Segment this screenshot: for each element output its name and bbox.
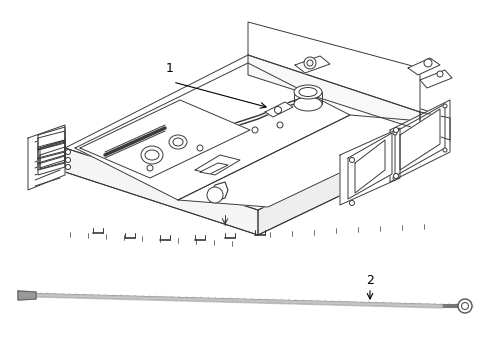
Circle shape — [462, 302, 468, 310]
Polygon shape — [38, 140, 65, 159]
Polygon shape — [18, 291, 36, 300]
Polygon shape — [195, 155, 240, 175]
Polygon shape — [355, 140, 385, 193]
Ellipse shape — [145, 150, 159, 160]
Polygon shape — [38, 142, 65, 164]
Circle shape — [443, 104, 447, 108]
Circle shape — [437, 71, 443, 77]
Polygon shape — [408, 58, 440, 75]
Circle shape — [66, 165, 71, 170]
Polygon shape — [28, 125, 65, 190]
Ellipse shape — [294, 97, 322, 111]
Circle shape — [66, 149, 71, 154]
Circle shape — [393, 127, 398, 132]
Circle shape — [393, 176, 397, 180]
Polygon shape — [75, 63, 350, 200]
Polygon shape — [248, 22, 420, 112]
Polygon shape — [38, 127, 65, 149]
Circle shape — [458, 299, 472, 313]
Polygon shape — [420, 70, 452, 88]
Ellipse shape — [294, 85, 322, 99]
Circle shape — [349, 201, 354, 206]
Ellipse shape — [299, 87, 317, 96]
Circle shape — [307, 60, 313, 66]
Polygon shape — [40, 147, 65, 169]
Circle shape — [349, 158, 354, 162]
Polygon shape — [258, 118, 450, 235]
Polygon shape — [248, 55, 420, 130]
Circle shape — [207, 187, 223, 203]
Polygon shape — [395, 104, 445, 176]
Polygon shape — [200, 163, 228, 174]
Circle shape — [393, 174, 398, 179]
Circle shape — [424, 59, 432, 67]
Ellipse shape — [173, 138, 183, 146]
Polygon shape — [420, 112, 450, 140]
Circle shape — [197, 145, 203, 151]
Circle shape — [274, 107, 281, 113]
Polygon shape — [265, 102, 293, 117]
Polygon shape — [178, 115, 445, 207]
Circle shape — [443, 148, 447, 152]
Polygon shape — [38, 131, 65, 150]
Polygon shape — [348, 133, 392, 199]
Ellipse shape — [141, 146, 163, 164]
Circle shape — [277, 122, 283, 128]
Text: 2: 2 — [366, 274, 374, 287]
Ellipse shape — [169, 135, 187, 149]
Polygon shape — [65, 148, 258, 235]
Polygon shape — [65, 55, 450, 210]
Polygon shape — [340, 128, 400, 205]
Text: 1: 1 — [166, 62, 174, 75]
Circle shape — [393, 131, 397, 135]
Circle shape — [304, 57, 316, 69]
Polygon shape — [38, 151, 65, 170]
Polygon shape — [80, 100, 250, 178]
Polygon shape — [40, 140, 65, 168]
Circle shape — [66, 158, 71, 162]
Polygon shape — [38, 155, 65, 175]
Circle shape — [252, 127, 258, 133]
Polygon shape — [400, 109, 440, 170]
Circle shape — [147, 165, 153, 171]
Polygon shape — [390, 100, 450, 182]
Polygon shape — [295, 56, 330, 73]
